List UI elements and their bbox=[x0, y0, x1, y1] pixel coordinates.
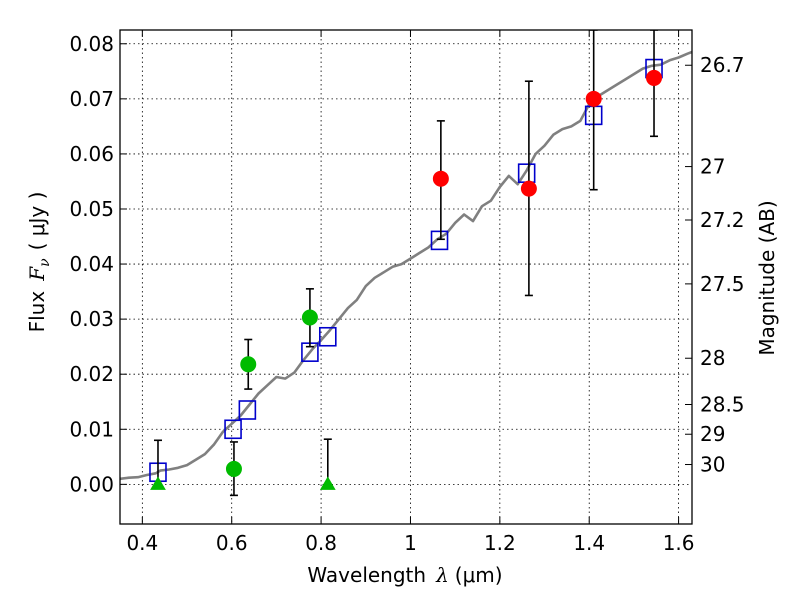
y-axis-label: FluxFν( μJy ) bbox=[25, 192, 53, 333]
optical-detection-point bbox=[240, 356, 257, 373]
y-tick-label: 0.04 bbox=[69, 252, 114, 276]
y2-tick-label: 26.7 bbox=[700, 53, 745, 77]
y2-tick-label: 30 bbox=[700, 453, 725, 477]
nir-detection-point bbox=[432, 170, 449, 187]
nir-detection-point bbox=[646, 69, 663, 86]
nir-detection-point bbox=[520, 180, 537, 197]
y-tick-label: 0.03 bbox=[69, 307, 114, 331]
y2-axis-label: Magnitude (AB) bbox=[755, 200, 779, 355]
optical-detection-point bbox=[225, 460, 242, 477]
y2-tick-label: 28 bbox=[700, 346, 725, 370]
model-photometry-square bbox=[318, 326, 337, 347]
nir-detection-point bbox=[585, 90, 602, 107]
x-axis-label: Wavelength λ (μm) bbox=[307, 563, 502, 587]
y2-tick-label: 27 bbox=[700, 155, 725, 179]
y-tick-label: 0.05 bbox=[69, 197, 114, 221]
y-tick-label: 0.06 bbox=[69, 142, 114, 166]
x-tick-label: 0.8 bbox=[305, 531, 337, 555]
model-photometry-square bbox=[430, 230, 449, 251]
y2-tick-label: 28.5 bbox=[700, 392, 745, 416]
non-detection-triangle bbox=[319, 476, 336, 490]
x-tick-label: 0.6 bbox=[216, 531, 248, 555]
x-tick-label: 1.2 bbox=[484, 531, 516, 555]
y-tick-label: 0.01 bbox=[69, 417, 114, 441]
optical-detection-point bbox=[301, 309, 318, 326]
y-tick-label: 0.02 bbox=[69, 362, 114, 386]
y-tick-label: 0.00 bbox=[69, 472, 114, 496]
axis-ticks: 0.4 0.6 0.8 1 1.2 1.4 1.6 0.00 0.01 0.02 0.03 0.04 0… bbox=[69, 30, 745, 555]
non-detection-triangle bbox=[150, 476, 166, 490]
y2-tick-label: 27.2 bbox=[700, 208, 745, 232]
x-tick-label: 0.4 bbox=[126, 531, 158, 555]
y-tick-label: 0.07 bbox=[69, 87, 114, 111]
grid-lines bbox=[120, 30, 692, 524]
model-photometry-square bbox=[224, 419, 242, 440]
plot-series-group bbox=[120, 30, 692, 497]
y2-tick-label: 29 bbox=[700, 422, 725, 446]
y-tick-label: 0.08 bbox=[69, 32, 114, 56]
plot-area bbox=[120, 30, 692, 497]
y2-tick-label: 27.5 bbox=[700, 272, 745, 296]
x-tick-label: 1 bbox=[404, 531, 417, 555]
plot-frame bbox=[119, 29, 693, 525]
model-photometry-square bbox=[238, 400, 257, 420]
x-tick-label: 1.6 bbox=[663, 531, 695, 555]
x-tick-label: 1.4 bbox=[573, 531, 605, 555]
